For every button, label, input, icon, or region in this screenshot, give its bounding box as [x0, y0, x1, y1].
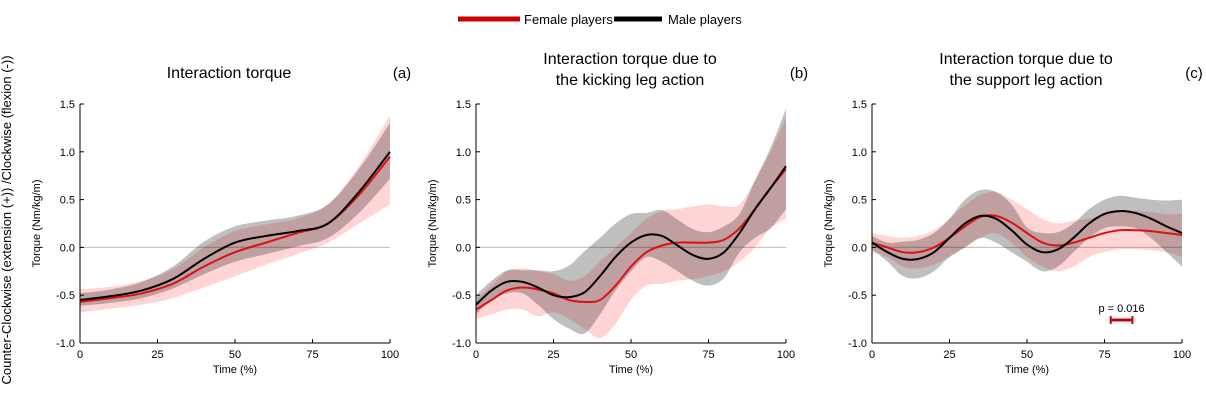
- x-tick-label: 0: [77, 349, 83, 361]
- male-mean-line: [475, 165, 787, 306]
- significance-label: p = 0.016: [1098, 303, 1144, 315]
- y-tick-label: -1.0: [452, 338, 471, 350]
- panel-letter: (b): [790, 65, 808, 82]
- x-tick-label: 0: [869, 349, 875, 361]
- y-tick-label: -1.0: [56, 338, 75, 350]
- female-mean-line: [871, 214, 1183, 254]
- y-tick-label: 1.5: [60, 99, 75, 111]
- x-tick-label: 50: [625, 349, 637, 361]
- chart-title-line: the support leg action: [950, 72, 1103, 89]
- y-tick-label: -0.5: [848, 290, 867, 302]
- legend-female-label: Female players: [524, 12, 613, 27]
- legend-male-label: Male players: [668, 12, 742, 27]
- female-sd-band: [476, 118, 786, 339]
- panel-a: Interaction torque (a) -1.0 -0.5 0.0 0.5 1.0 1.…: [31, 65, 411, 376]
- y-axis-label: Torque (Nm/kg/m): [823, 179, 835, 267]
- female-sd-band: [872, 191, 1182, 272]
- panel-c: Interaction torque due to the support leg…: [823, 51, 1203, 376]
- y-tick-label: 1.0: [852, 147, 867, 159]
- x-axis-label: Time (%): [609, 364, 653, 376]
- male-mean-line: [79, 151, 391, 301]
- chart-title-line: the kicking leg action: [556, 72, 705, 89]
- y-tick-label: 0.0: [60, 242, 75, 254]
- x-tick-label: 100: [381, 349, 399, 361]
- y-tick-label: 1.0: [456, 147, 471, 159]
- y-tick-label: -0.5: [56, 290, 75, 302]
- y-tick-label: 0.5: [60, 195, 75, 207]
- y-tick-label: -0.5: [452, 290, 471, 302]
- x-axis-label: Time (%): [1005, 364, 1049, 376]
- x-tick-label: 75: [306, 349, 318, 361]
- y-tick-label: -1.0: [848, 338, 867, 350]
- x-tick-label: 50: [229, 349, 241, 361]
- chart-title-line: Interaction torque: [167, 65, 292, 82]
- global-ylabel: Counter-Clockwise (extension (+)) /Clock…: [0, 55, 14, 384]
- y-axis-label: Torque (Nm/kg/m): [427, 179, 439, 267]
- x-tick-label: 25: [547, 349, 559, 361]
- x-tick-label: 25: [151, 349, 163, 361]
- x-tick-label: 100: [1173, 349, 1191, 361]
- panel-b: Interaction torque due to the kicking leg…: [427, 51, 808, 376]
- legend: Female players Male players: [458, 12, 742, 27]
- male-mean-line: [871, 210, 1183, 261]
- x-tick-label: 75: [702, 349, 714, 361]
- x-tick-label: 25: [943, 349, 955, 361]
- x-axis-label: Time (%): [213, 364, 257, 376]
- y-tick-label: 0.5: [852, 195, 867, 207]
- y-tick-label: 0.5: [456, 195, 471, 207]
- y-tick-label: 0.0: [456, 242, 471, 254]
- female-sd-band: [80, 115, 390, 313]
- x-tick-label: 50: [1021, 349, 1033, 361]
- y-tick-label: 1.5: [456, 99, 471, 111]
- x-tick-label: 0: [473, 349, 479, 361]
- y-tick-label: 0.0: [852, 242, 867, 254]
- female-mean-line: [475, 168, 787, 311]
- x-tick-label: 100: [777, 349, 795, 361]
- chart-title-line: Interaction torque due to: [543, 51, 717, 68]
- panel-letter: (c): [1185, 65, 1203, 82]
- y-tick-label: 1.0: [60, 147, 75, 159]
- y-axis-label: Torque (Nm/kg/m): [31, 179, 43, 267]
- x-tick-label: 75: [1098, 349, 1110, 361]
- chart-title-line: Interaction torque due to: [939, 51, 1113, 68]
- y-tick-label: 1.5: [852, 99, 867, 111]
- panel-letter: (a): [393, 65, 411, 82]
